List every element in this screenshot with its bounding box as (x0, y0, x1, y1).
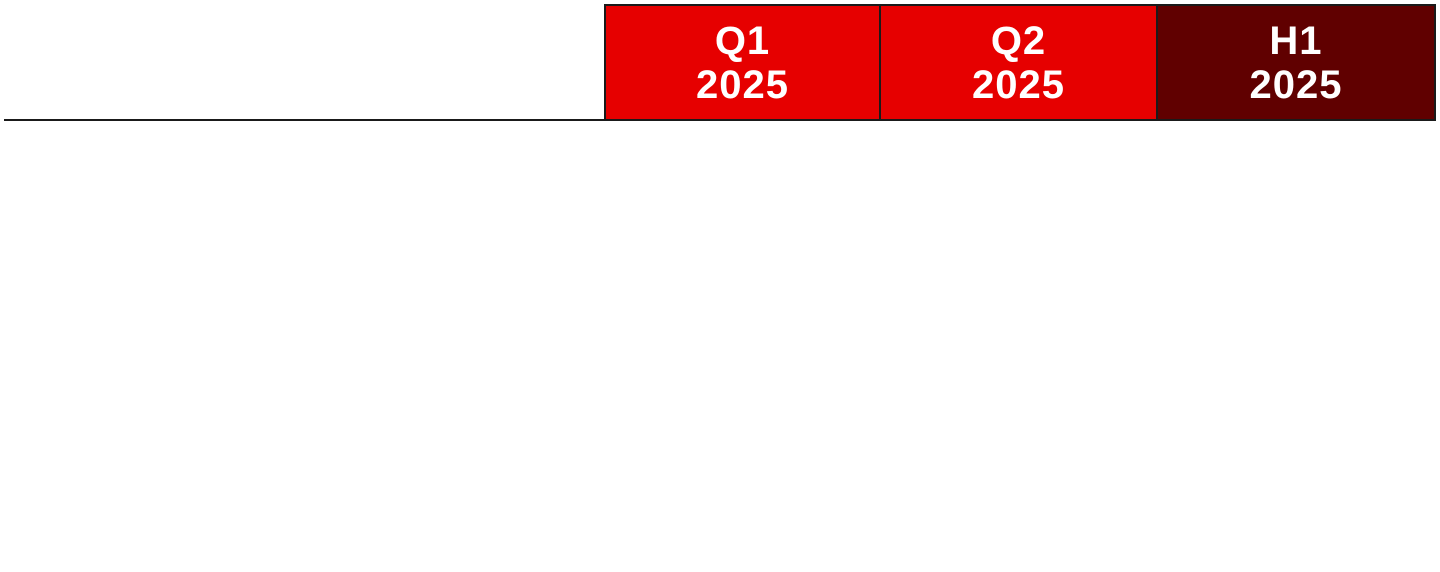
column-header-year: 2025 (1249, 62, 1343, 107)
column-header-period: H1 (1269, 18, 1323, 63)
period-headers: Q1 2025 Q2 2025 H1 2025 (604, 4, 1436, 119)
column-header-period: Q2 (990, 18, 1047, 63)
column-header-q1-2025: Q1 2025 (604, 4, 881, 119)
row-label-header (4, 4, 604, 119)
table-header-row: Q1 2025 Q2 2025 H1 2025 (4, 4, 1436, 121)
column-header-year: 2025 (972, 62, 1065, 107)
column-header-h1-2025: H1 2025 (1158, 4, 1436, 119)
column-header-year: 2025 (696, 62, 789, 107)
column-header-period: Q1 (714, 18, 771, 63)
column-header-q2-2025: Q2 2025 (881, 4, 1158, 119)
